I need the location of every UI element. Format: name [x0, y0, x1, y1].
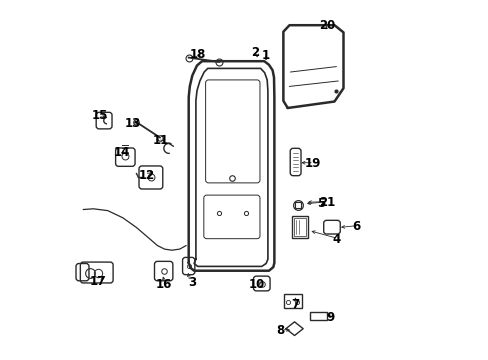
Text: 3: 3	[188, 276, 196, 289]
Bar	[293, 218, 306, 236]
Text: 21: 21	[319, 196, 335, 209]
Text: 16: 16	[155, 278, 171, 291]
Text: 8: 8	[276, 324, 284, 337]
Text: 9: 9	[326, 311, 334, 324]
Text: 10: 10	[248, 278, 264, 291]
Text: 19: 19	[304, 157, 321, 170]
Text: 11: 11	[153, 134, 169, 147]
Text: 5: 5	[316, 197, 325, 210]
Text: 18: 18	[189, 48, 205, 61]
Bar	[284, 294, 302, 308]
Text: 2: 2	[251, 46, 259, 59]
Text: 17: 17	[89, 275, 105, 288]
Text: 1: 1	[262, 49, 269, 62]
Text: 6: 6	[351, 220, 360, 233]
Text: 7: 7	[290, 298, 298, 311]
Text: 13: 13	[124, 117, 141, 130]
Text: 12: 12	[138, 169, 154, 182]
Bar	[309, 312, 326, 320]
Text: 4: 4	[331, 233, 340, 246]
Bar	[291, 216, 307, 238]
Text: 15: 15	[91, 109, 108, 122]
Text: 20: 20	[319, 19, 335, 32]
Text: 14: 14	[113, 146, 129, 159]
